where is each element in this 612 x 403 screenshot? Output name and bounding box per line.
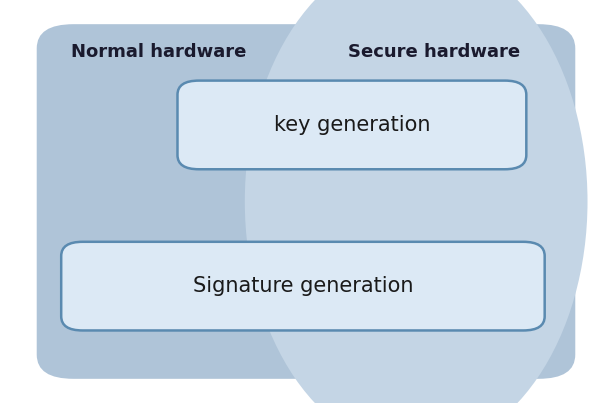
FancyBboxPatch shape xyxy=(177,81,526,169)
Text: key generation: key generation xyxy=(274,115,430,135)
FancyBboxPatch shape xyxy=(37,24,575,379)
Text: Signature generation: Signature generation xyxy=(193,276,413,296)
Text: Secure hardware: Secure hardware xyxy=(348,44,521,61)
FancyBboxPatch shape xyxy=(61,242,545,330)
Ellipse shape xyxy=(245,0,588,403)
Text: Normal hardware: Normal hardware xyxy=(72,44,247,61)
